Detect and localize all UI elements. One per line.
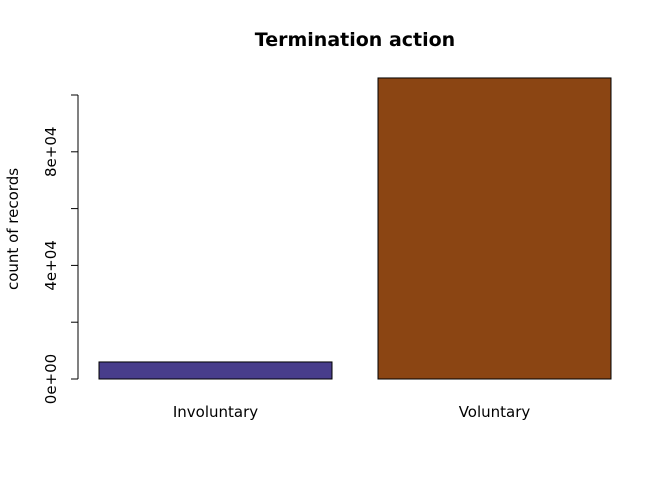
- bar-voluntary: [377, 77, 612, 380]
- x-category-label: Involuntary: [173, 403, 258, 421]
- y-axis: 0e+00 4e+04 8e+04: [42, 94, 79, 404]
- y-tick-label: 8e+04: [42, 127, 60, 177]
- category-labels: Involuntary Voluntary: [173, 403, 531, 421]
- y-tick-label: 4e+04: [42, 240, 60, 290]
- x-category-label: Voluntary: [459, 403, 531, 421]
- chart-title: Termination action: [255, 29, 455, 51]
- bar-involuntary: [98, 361, 333, 380]
- y-axis-label: count of records: [4, 168, 22, 290]
- y-tick-label: 0e+00: [42, 354, 60, 404]
- bars-group: [98, 77, 612, 380]
